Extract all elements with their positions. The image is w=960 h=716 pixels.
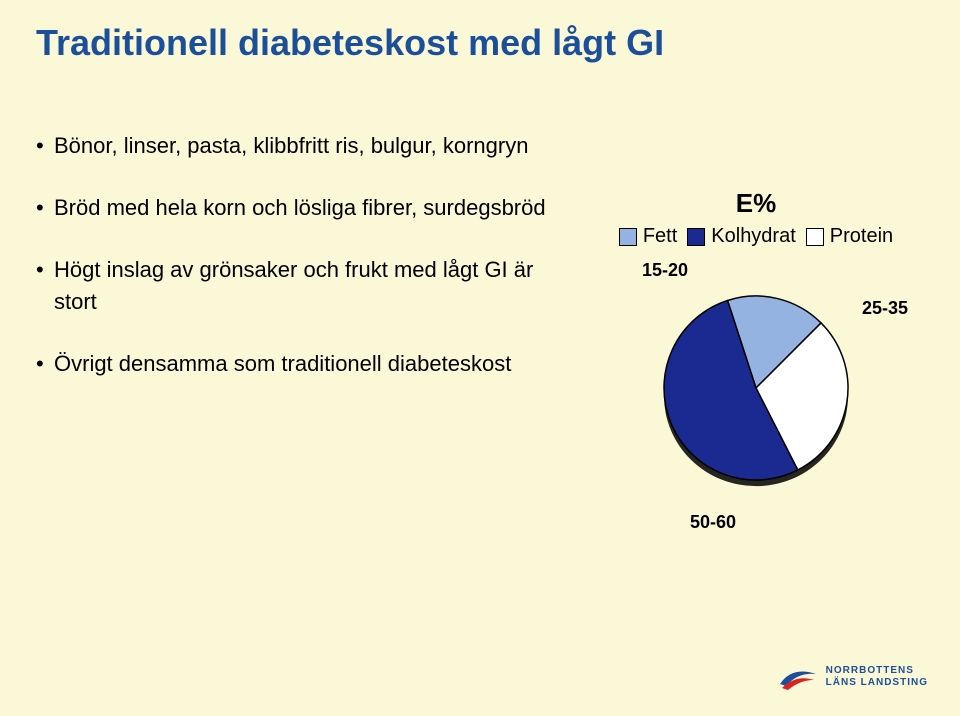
legend-square (806, 228, 824, 246)
list-item: Bönor, linser, pasta, klibbfritt ris, bu… (36, 130, 556, 162)
chart-wrap: 15-20 25-35 50-60 (586, 258, 926, 558)
list-item: Övrigt densamma som traditionell diabete… (36, 348, 556, 380)
logo-line-1: NORRBOTTENS (826, 665, 928, 677)
pie-chart: E% Fett Kolhydrat Protein 15-20 25-35 50… (586, 188, 926, 558)
slide: { "title": "Traditionell diabeteskost me… (0, 0, 960, 716)
legend-label: Kolhydrat (711, 225, 796, 248)
bullet-list: Bönor, linser, pasta, klibbfritt ris, bu… (36, 130, 556, 409)
legend-item-fett: Fett (619, 225, 677, 248)
chart-legend: Fett Kolhydrat Protein (586, 225, 926, 248)
logo-icon (778, 660, 818, 694)
slice-label-fett: 15-20 (642, 260, 688, 281)
legend-label: Fett (643, 225, 677, 248)
chart-title: E% (586, 188, 926, 219)
legend-item-protein: Protein (806, 225, 893, 248)
legend-item-kolhydrat: Kolhydrat (687, 225, 796, 248)
slice-label-protein: 25-35 (862, 298, 908, 319)
legend-label: Protein (830, 225, 893, 248)
list-item: Bröd med hela korn och lösliga fibrer, s… (36, 192, 556, 224)
legend-square (687, 228, 705, 246)
logo: NORRBOTTENS LÄNS LANDSTING (778, 660, 928, 694)
slice-label-kolhydrat: 50-60 (690, 512, 736, 533)
logo-line-2: LÄNS LANDSTING (826, 677, 928, 689)
pie-svg (656, 288, 856, 498)
list-item: Högt inslag av grönsaker och frukt med l… (36, 254, 556, 318)
slide-title: Traditionell diabeteskost med lågt GI (36, 22, 664, 64)
legend-square (619, 228, 637, 246)
logo-text: NORRBOTTENS LÄNS LANDSTING (826, 665, 928, 689)
